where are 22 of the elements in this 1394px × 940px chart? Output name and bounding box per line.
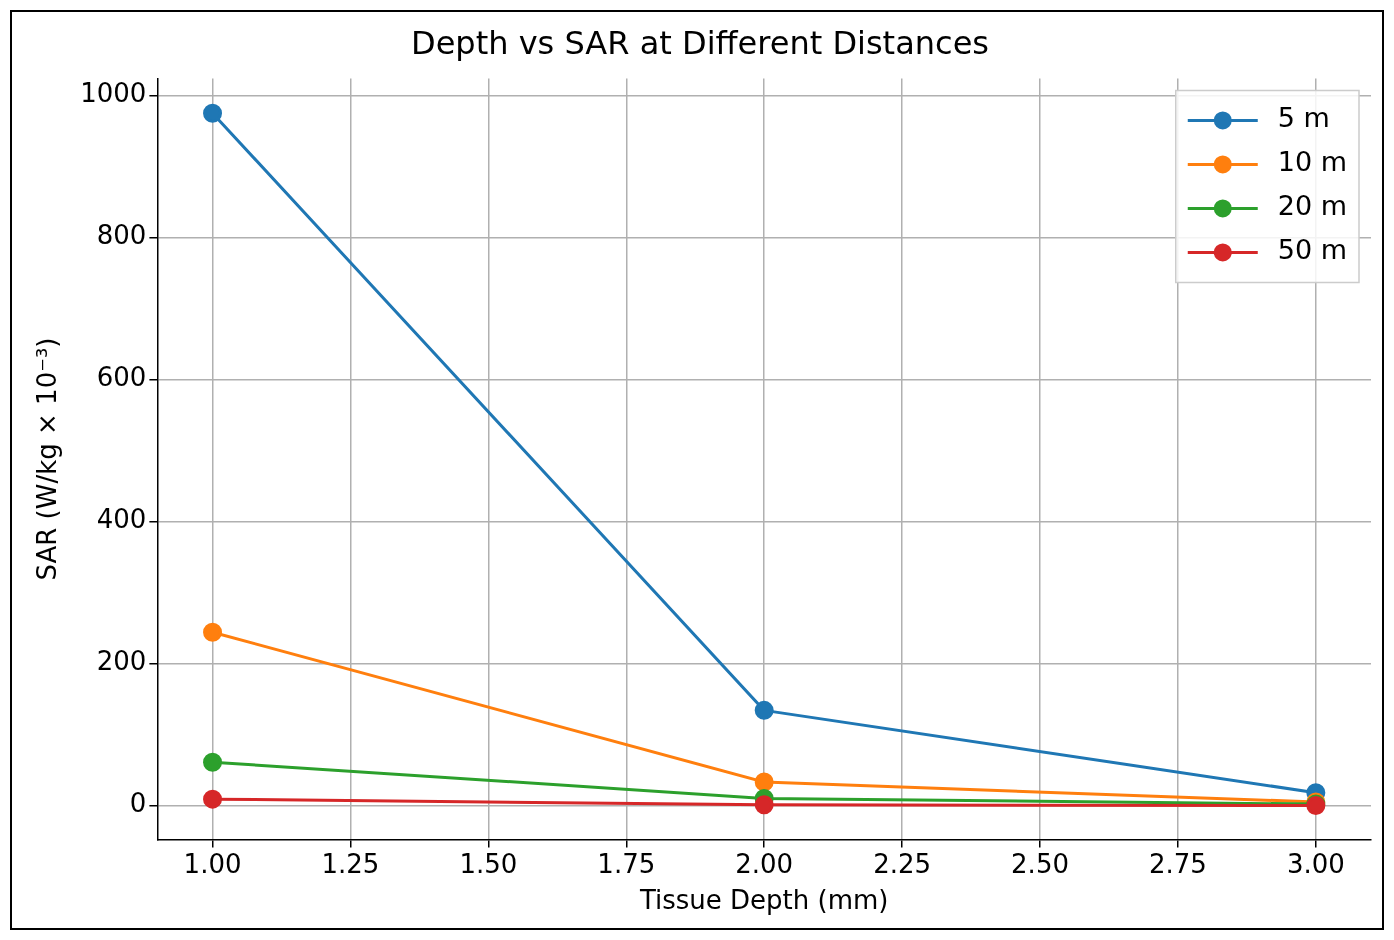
x-tick-label: 3.00 bbox=[1286, 848, 1345, 879]
x-tick-label: 1.00 bbox=[183, 848, 242, 879]
legend-label: 20 m bbox=[1277, 190, 1348, 222]
y-tick-label: 0 bbox=[129, 788, 147, 819]
y-tick-label: 400 bbox=[96, 504, 147, 535]
x-tick-label: 1.75 bbox=[597, 848, 656, 879]
x-tick-label: 1.25 bbox=[321, 848, 380, 879]
y-axis-title: SAR (W/kg × 10⁻³) bbox=[32, 337, 63, 581]
y-tick-label: 200 bbox=[96, 646, 147, 677]
legend-label: 10 m bbox=[1277, 146, 1348, 178]
y-tick-label: 1000 bbox=[80, 78, 147, 109]
legend-label: 5 m bbox=[1277, 102, 1330, 134]
y-tick-label: 800 bbox=[96, 220, 147, 251]
x-axis-title: Tissue Depth (mm) bbox=[638, 885, 889, 916]
x-tick-label: 2.25 bbox=[873, 848, 932, 879]
legend-label: 50 m bbox=[1277, 234, 1348, 266]
x-tick-label: 1.50 bbox=[459, 848, 518, 879]
x-tick-label: 2.75 bbox=[1148, 848, 1207, 879]
y-tick-label: 600 bbox=[96, 362, 147, 393]
chart-title: Depth vs SAR at Different Distances bbox=[411, 23, 989, 62]
x-tick-label: 2.50 bbox=[1011, 848, 1069, 879]
x-tick-label: 2.00 bbox=[735, 848, 794, 879]
